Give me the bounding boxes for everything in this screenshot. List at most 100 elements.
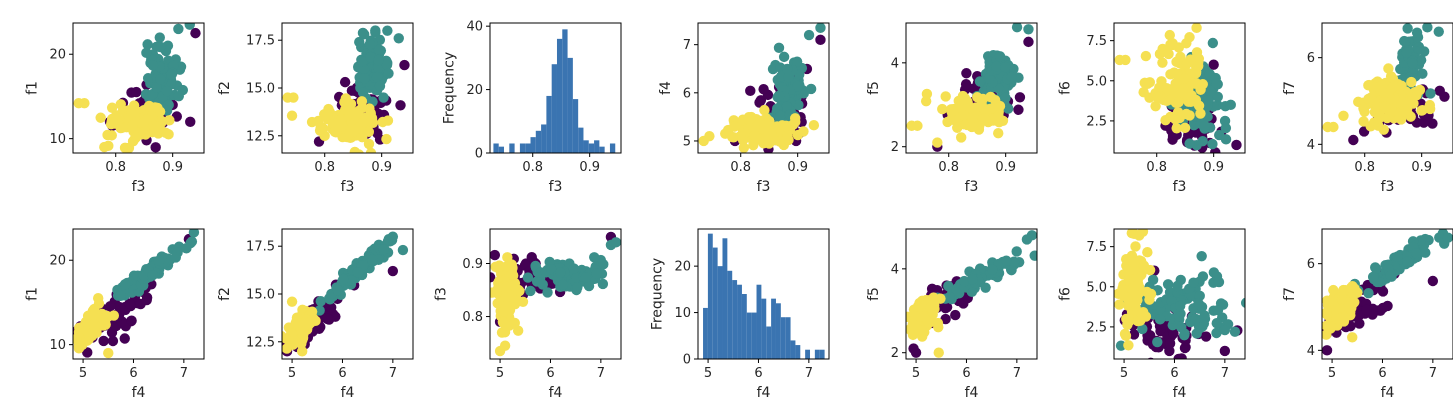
scatter-point xyxy=(1424,103,1436,115)
axes-frame xyxy=(1113,228,1246,360)
scatter-point xyxy=(509,317,520,329)
scatter-point xyxy=(940,91,951,102)
y-tick-label: 20 xyxy=(49,48,66,63)
y-tick-label: 15.0 xyxy=(246,82,275,97)
scatter-point xyxy=(79,97,90,109)
scatter-point xyxy=(1164,345,1175,357)
histogram-bar xyxy=(599,146,605,153)
scatter-point xyxy=(152,102,163,114)
scatter-point xyxy=(1188,277,1199,288)
scatter-point xyxy=(1011,23,1023,33)
scatter-point xyxy=(910,347,922,358)
x-tick-label: 0.8 xyxy=(522,160,543,175)
scatter-point xyxy=(1433,26,1444,37)
scatter-point xyxy=(761,132,772,143)
scatter-point xyxy=(181,243,192,254)
scatter-point xyxy=(290,317,301,329)
scatter-point xyxy=(580,272,592,283)
y-axis-label: f5 xyxy=(866,81,882,95)
scatter-point xyxy=(966,121,978,133)
scatter-point xyxy=(1338,110,1349,121)
scatter-point xyxy=(332,284,343,296)
x-tick-label: 6 xyxy=(754,366,762,381)
scatter-point xyxy=(1006,71,1017,83)
scatter-point xyxy=(152,121,163,133)
scatter-point xyxy=(589,252,600,263)
scatter-point xyxy=(950,309,961,321)
scatter-point xyxy=(1370,263,1382,274)
scatter-point xyxy=(115,290,126,302)
scatter-point xyxy=(1191,328,1202,339)
scatter-point xyxy=(1402,23,1413,34)
scatter-point xyxy=(1023,36,1034,48)
scatter-point xyxy=(815,23,826,34)
y-tick-label: 15.0 xyxy=(246,288,275,303)
scatter-point xyxy=(1347,332,1358,343)
scatter-point xyxy=(968,105,979,116)
scatter-point xyxy=(126,108,137,120)
scatter-point xyxy=(1145,288,1157,300)
histogram-bar xyxy=(535,130,542,153)
y-axis-label: f2 xyxy=(217,287,233,301)
x-axis-label: f3 xyxy=(965,179,979,195)
x-tick-label: 0.8 xyxy=(314,160,335,175)
axes-frame xyxy=(1321,228,1453,360)
scatter-point xyxy=(1195,108,1206,119)
scatter-point xyxy=(1343,301,1354,312)
scatter-point xyxy=(356,96,368,107)
scatter-point xyxy=(373,44,385,55)
histogram-bar xyxy=(551,64,557,153)
scatter-point xyxy=(1442,232,1453,243)
scatter-point xyxy=(365,147,377,153)
x-axis-label: f3 xyxy=(132,179,146,195)
scatter-point xyxy=(126,315,137,326)
scatter-point xyxy=(296,346,308,357)
axes-frame xyxy=(489,228,622,360)
scatter-point xyxy=(95,112,106,123)
scatter-point xyxy=(1371,116,1383,127)
scatter-point xyxy=(1138,260,1150,271)
scatter-point xyxy=(163,129,174,140)
y-tick-label: 10 xyxy=(49,132,66,147)
scatter-point xyxy=(1365,92,1376,104)
scatter-point xyxy=(1410,23,1416,24)
scatter-point xyxy=(506,259,517,270)
plot-area xyxy=(906,23,1034,152)
scatter-point xyxy=(1231,139,1242,151)
scatter-point xyxy=(775,110,786,122)
scatter-point xyxy=(1328,121,1339,133)
scatter-point xyxy=(1363,287,1374,299)
scatter-point xyxy=(1179,329,1190,341)
x-axis-label: f4 xyxy=(965,385,979,401)
scatter-point xyxy=(352,123,364,134)
scatter-point xyxy=(966,286,978,298)
scatter-point xyxy=(119,333,130,344)
histogram-bar xyxy=(509,143,515,153)
scatter-point xyxy=(164,115,175,126)
axes-frame xyxy=(489,22,622,154)
plot-area xyxy=(1322,23,1450,146)
scatter-point xyxy=(1212,304,1224,316)
scatter-point xyxy=(286,110,298,121)
scatter-point xyxy=(704,130,715,142)
scatter-point xyxy=(1021,234,1033,245)
scatter-point xyxy=(782,63,793,75)
scatter-point xyxy=(373,62,384,73)
scatter-point xyxy=(944,291,955,303)
x-tick-label: 6 xyxy=(962,366,970,381)
scatter-point xyxy=(373,54,384,66)
scatter-point xyxy=(1407,58,1418,69)
scatter-point xyxy=(1417,68,1428,79)
scatter-point xyxy=(131,86,142,98)
scatter-point xyxy=(142,39,153,50)
x-tick-label: 5 xyxy=(79,366,87,381)
plot-area xyxy=(490,231,621,357)
scatter-point xyxy=(1339,312,1351,323)
scatter-point xyxy=(99,141,110,153)
scatter-point xyxy=(397,244,409,256)
scatter-point xyxy=(994,51,1006,62)
x-tick-label: 0.8 xyxy=(1354,160,1375,175)
y-tick-label: 7 xyxy=(683,38,691,53)
scatter-point xyxy=(387,231,399,242)
scatter-point xyxy=(907,319,919,330)
